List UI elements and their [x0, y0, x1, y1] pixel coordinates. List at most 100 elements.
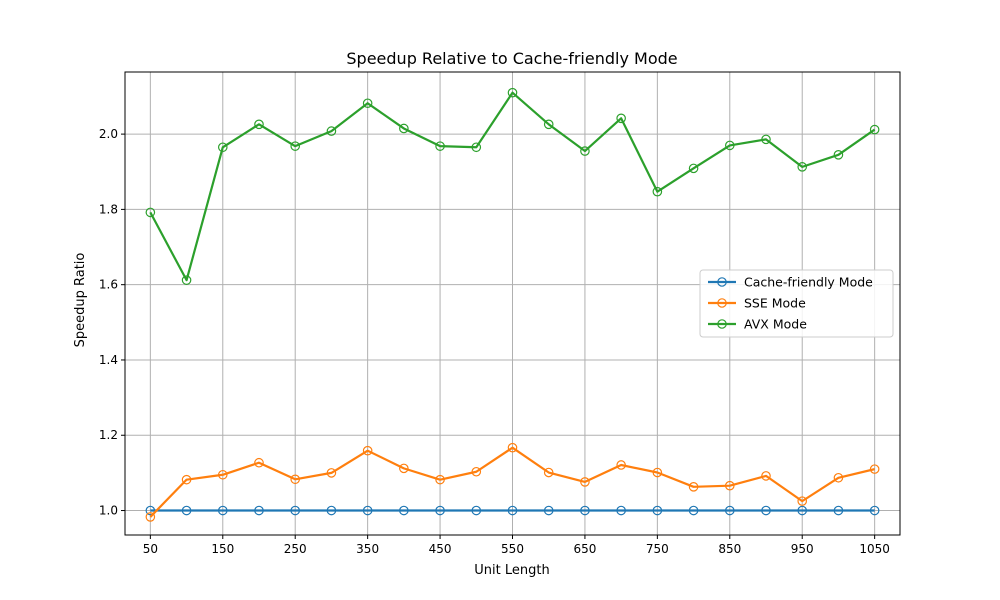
data-point-cache-friendly-mode [217, 505, 228, 516]
data-point-cache-friendly-mode [326, 505, 337, 516]
legend-box [699, 269, 894, 338]
data-point-cache-friendly-mode [652, 505, 663, 516]
data-point-cache-friendly-mode [290, 505, 301, 516]
data-point-avx-mode [652, 186, 663, 197]
legend-label-sse-mode: SSE Mode [744, 296, 806, 311]
data-point-avx-mode [145, 207, 156, 218]
data-point-avx-mode [580, 146, 590, 156]
data-point-cache-friendly-mode [471, 505, 482, 516]
data-point-avx-mode [290, 141, 301, 151]
data-point-cache-friendly-mode [543, 505, 554, 516]
data-point-sse-mode [652, 467, 663, 478]
data-point-sse-mode [833, 472, 844, 483]
series-sse-mode [145, 442, 880, 522]
data-point-sse-mode [507, 442, 518, 453]
x-axis: 50 150 250 350 450 550 650 750 850 950 1050 [143, 535, 890, 556]
x-tick-label: 650 [573, 542, 596, 556]
data-point-cache-friendly-mode [580, 505, 590, 516]
data-point-avx-mode [724, 140, 735, 151]
y-tick-label: 1.6 [99, 278, 118, 292]
data-point-cache-friendly-mode [145, 505, 156, 516]
data-point-sse-mode [616, 460, 626, 470]
x-tick-label: 850 [718, 542, 741, 556]
data-point-cache-friendly-mode [399, 505, 409, 516]
data-point-cache-friendly-mode [362, 505, 373, 516]
data-point-avx-mode [869, 124, 880, 135]
data-point-avx-mode [181, 275, 192, 285]
data-point-sse-mode [290, 474, 301, 485]
data-point-avx-mode [507, 87, 518, 98]
data-point-sse-mode [580, 477, 590, 487]
data-point-avx-mode [797, 162, 808, 172]
data-point-cache-friendly-mode [435, 505, 445, 516]
data-point-cache-friendly-mode [181, 505, 192, 516]
data-point-cache-friendly-mode [507, 505, 518, 516]
series-layer [145, 87, 880, 522]
legend-label-avx-mode: AVX Mode [744, 317, 807, 332]
data-point-cache-friendly-mode [688, 505, 699, 516]
legend: Cache-friendly Mode SSE Mode AVX Mode [699, 269, 894, 338]
legend-marker-cache-friendly-mode [717, 277, 727, 287]
series-cache-friendly-mode [145, 505, 880, 516]
data-point-cache-friendly-mode [869, 505, 880, 516]
data-point-sse-mode [724, 480, 735, 491]
x-tick-label: 450 [429, 542, 452, 556]
x-tick-label: 1050 [859, 542, 890, 556]
data-point-avx-mode [362, 98, 373, 109]
legend-marker-sse-mode [717, 298, 727, 308]
data-point-avx-mode [254, 119, 264, 130]
data-point-avx-mode [616, 113, 626, 124]
data-point-cache-friendly-mode [761, 505, 771, 516]
legend-label-cache-friendly-mode: Cache-friendly Mode [744, 275, 873, 290]
data-point-avx-mode [543, 119, 554, 130]
data-point-sse-mode [362, 445, 373, 456]
x-tick-label: 350 [356, 542, 379, 556]
data-point-sse-mode [181, 474, 192, 485]
data-point-sse-mode [145, 512, 156, 522]
data-point-avx-mode [833, 150, 844, 160]
data-point-avx-mode [217, 142, 228, 153]
data-point-avx-mode [326, 126, 337, 136]
x-tick-label: 750 [646, 542, 669, 556]
data-point-avx-mode [471, 142, 482, 153]
data-point-sse-mode [688, 482, 699, 492]
data-point-sse-mode [217, 469, 228, 480]
x-tick-label: 50 [143, 542, 158, 556]
data-point-sse-mode [435, 474, 445, 485]
y-tick-label: 1.8 [99, 202, 118, 216]
data-point-avx-mode [688, 163, 699, 174]
y-tick-label: 1.4 [99, 353, 118, 367]
series-avx-mode [145, 87, 880, 285]
data-point-avx-mode [435, 141, 445, 151]
data-point-sse-mode [399, 463, 409, 474]
x-axis-label: Unit Length [474, 563, 549, 578]
y-tick-label: 1.2 [99, 428, 118, 442]
legend-marker-avx-mode [717, 319, 727, 329]
y-axis-label: Speedup Ratio [73, 253, 88, 348]
data-point-sse-mode [869, 464, 880, 474]
x-tick-label: 150 [211, 542, 234, 556]
data-point-avx-mode [399, 123, 409, 134]
y-tick-label: 2.0 [99, 127, 118, 141]
y-axis: 1.0 1.2 1.4 1.6 1.8 2.0 [99, 127, 125, 518]
data-point-cache-friendly-mode [254, 505, 264, 516]
y-tick-label: 1.0 [99, 504, 118, 518]
data-point-sse-mode [471, 466, 482, 477]
data-point-cache-friendly-mode [616, 505, 626, 516]
data-point-cache-friendly-mode [797, 505, 808, 516]
x-tick-label: 950 [791, 542, 814, 556]
data-point-avx-mode [761, 134, 771, 145]
series-line-avx-mode [149, 91, 876, 282]
x-tick-label: 250 [284, 542, 307, 556]
data-point-sse-mode [543, 467, 554, 478]
data-point-sse-mode [761, 471, 771, 481]
data-point-sse-mode [797, 496, 808, 506]
data-point-sse-mode [254, 457, 264, 468]
chart-title: Speedup Relative to Cache-friendly Mode [346, 49, 677, 68]
data-point-cache-friendly-mode [724, 505, 735, 516]
series-line-sse-mode [149, 446, 875, 518]
x-tick-label: 550 [501, 542, 524, 556]
data-point-sse-mode [326, 468, 337, 478]
data-point-cache-friendly-mode [833, 505, 844, 516]
